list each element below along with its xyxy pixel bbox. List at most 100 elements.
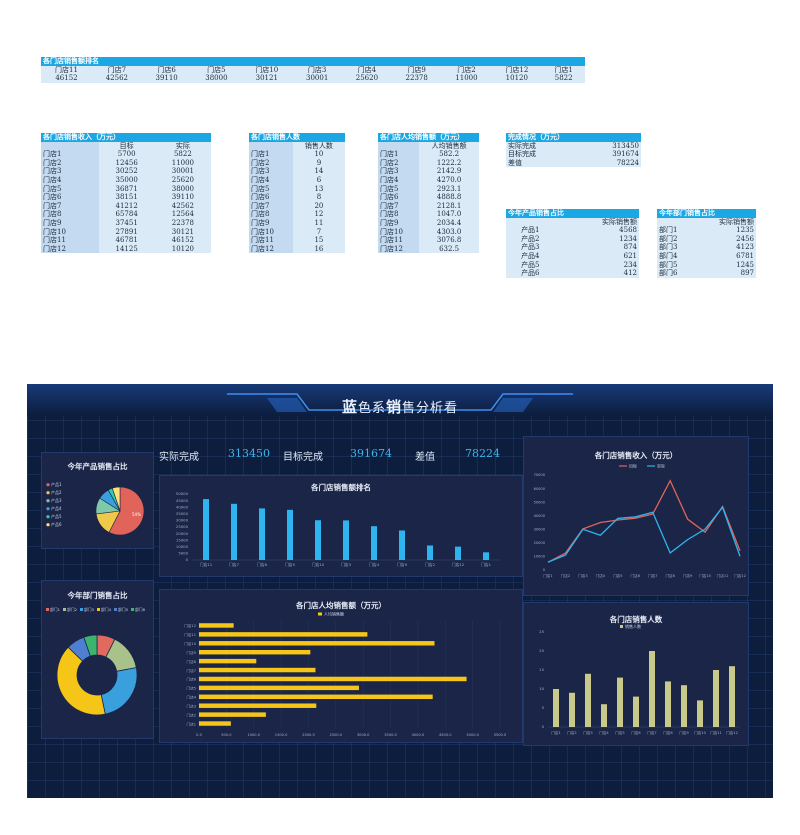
x-tick-label: 门店8 [663, 730, 673, 735]
value-cell: 4888.8 [419, 193, 479, 202]
x-tick-label: 门店11 [200, 562, 213, 567]
x-tick-label: 门店12 [726, 730, 738, 735]
store-cell: 门店5 [41, 184, 99, 194]
value-cell: 13 [292, 184, 345, 194]
value-cell: 11 [292, 218, 345, 228]
store-cell: 门店11 [378, 236, 420, 245]
bar [633, 696, 639, 727]
value-cell: 234 [554, 260, 639, 270]
bar [713, 670, 719, 727]
avg-table: 各门店人均销售额（万元） 人均销售额 门店1 582.2 门店2 1222.2 门店3 2… [378, 132, 479, 254]
rank-store-cell: 门店6 [141, 65, 192, 75]
target-cell: 65784 [98, 210, 155, 219]
people-title: 各门店销售人数 [609, 615, 663, 624]
bar [199, 721, 231, 726]
table-row: 门店10 4303.0 [378, 227, 479, 237]
value-cell: 412 [554, 269, 639, 278]
value-cell: 8 [292, 193, 345, 202]
dashboard: 蓝色系销售分析看 实际完成 313450 目标完成 391674 差值 7822… [27, 384, 773, 798]
table-row: 产品5 234 [506, 260, 639, 270]
bar [729, 666, 735, 727]
key-cell: 部门2 [657, 234, 694, 244]
avg-sales-panel: 各门店人均销售额（万元） 人均销售额 0.0 500.0 1000.0 1500.0 20… [159, 589, 523, 743]
store-cell: 门店10 [378, 227, 420, 237]
rank-value-cell: 39110 [141, 74, 192, 83]
x-tick-label: 2500.0 [330, 733, 343, 737]
value-cell: 6 [292, 175, 345, 185]
rank-store-cell: 门店4 [342, 65, 392, 75]
store-cell: 门店3 [41, 167, 99, 176]
value-cell: 7 [292, 227, 345, 237]
target-cell: 36871 [98, 184, 155, 194]
value-cell: 621 [554, 251, 639, 261]
table-row: 门店12 14125 10120 [41, 244, 211, 254]
x-tick-label: 门店6 [257, 562, 268, 567]
bar [231, 503, 237, 560]
store-cell: 门店8 [378, 210, 420, 219]
title-strong-3: 销 [386, 398, 403, 416]
bar [199, 703, 317, 708]
target-cell: 14125 [98, 244, 155, 254]
table-row: 门店6 8 [249, 193, 345, 202]
y-tick-label: 5000 [178, 551, 188, 556]
income-line-panel: 各门店销售收入（万元） 目标 实际 0 10000 20000 30000 40000 500… [523, 436, 749, 596]
x-tick-label: 门店10 [312, 562, 325, 567]
title-decoration [227, 393, 573, 412]
product-pie-panel: 今年产品销售占比 54% 产品1 产品2 产品3 产品4 产品5 产品6 [41, 452, 154, 549]
income-col-target: 目标 [98, 141, 155, 151]
actual-cell: 5822 [154, 150, 211, 159]
table-row: 目标完成 391674 [506, 150, 641, 159]
store-cell: 门店6 [41, 193, 99, 202]
x-tick-label: 门店1 [551, 730, 560, 735]
bar [287, 509, 293, 560]
store-cell: 门店2 [41, 158, 99, 168]
value-cell: 391674 [574, 150, 641, 159]
bar [617, 677, 623, 727]
store-cell: 门店7 [41, 201, 99, 211]
x-tick-label: 门店11 [710, 730, 722, 735]
table-row: 门店5 36871 38000 [41, 184, 211, 194]
x-tick-label: 门店7 [647, 730, 656, 735]
rank-store-cell: 门店11 [41, 65, 92, 75]
x-tick-label: 5000.0 [466, 733, 479, 737]
y-tick-label: 门店3 [187, 703, 196, 708]
x-tick-label: 1500.0 [275, 733, 288, 737]
value-cell: 1047.0 [419, 210, 479, 219]
x-tick-label: 1000.0 [247, 733, 260, 737]
table-row: 门店5 2923.1 [378, 184, 479, 194]
value-cell: 1222.2 [419, 158, 479, 168]
y-tick-label: 50000 [176, 491, 189, 496]
legend-swatch [46, 608, 49, 611]
table-row: 部门5 1245 [657, 260, 756, 270]
value-cell: 4270.0 [419, 175, 479, 185]
people-chart: 销售人数 0 5 10 15 20 25 门店1 门店2 门店3 门店4 门店5 门店6 门店7 门店8 门店… [539, 623, 740, 735]
key-cell: 部门1 [657, 226, 694, 235]
y-tick-label: 0 [543, 568, 546, 572]
store-cell: 门店2 [249, 158, 293, 168]
x-tick-label: 3000.0 [357, 733, 370, 737]
table-row: 门店10 7 [249, 227, 345, 237]
legend-label: 部门3 [84, 607, 95, 612]
legend-swatch [97, 608, 100, 611]
x-tick-label: 门店6 [631, 573, 641, 578]
x-tick-label: 0.0 [196, 733, 202, 737]
bar [199, 658, 257, 664]
bar [483, 552, 489, 560]
legend-swatch [114, 608, 117, 611]
avg-sales-title: 各门店人均销售额（万元） [296, 601, 386, 610]
key-cell: 部门4 [657, 251, 694, 261]
table-row: 部门3 4123 [657, 243, 756, 252]
bar [455, 546, 461, 560]
avg-sales-chart: 人均销售额 0.0 500.0 1000.0 1500.0 2000.0 2500.0 300… [184, 611, 507, 738]
bar [665, 681, 671, 727]
store-cell: 门店4 [249, 175, 293, 185]
y-tick-label: 门店4 [187, 695, 197, 700]
table-row: 门店2 12456 11000 [41, 158, 211, 168]
y-tick-label: 20000 [534, 541, 546, 545]
value-cell: 14 [292, 167, 345, 176]
value-cell: 313450 [574, 141, 641, 151]
table-row: 门店7 2128.1 [378, 201, 479, 211]
bar [199, 676, 467, 682]
donut-slice [56, 646, 106, 716]
table-row: 门店1 10 [249, 150, 345, 159]
